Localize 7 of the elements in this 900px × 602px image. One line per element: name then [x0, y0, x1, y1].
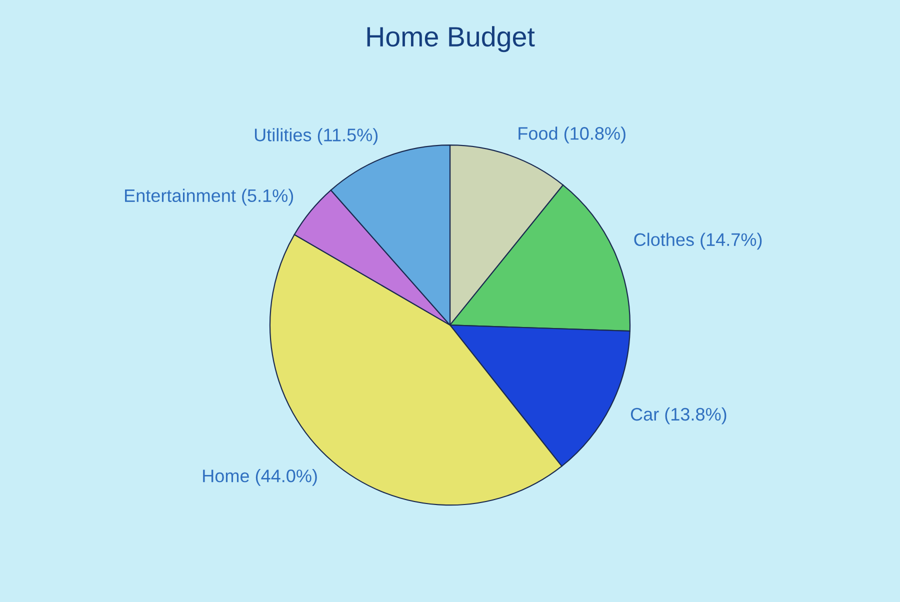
slice-label: Utilities (11.5%)	[254, 128, 378, 145]
slice-label: Home (44.0%)	[203, 469, 317, 486]
slice-label: Entertainment (5.1%)	[125, 188, 294, 206]
slice-label: Clothes (14.7%)	[634, 232, 762, 250]
slice-label: Car (13.8%)	[630, 407, 726, 424]
slice-label: Food (10.8%)	[518, 126, 626, 144]
chart-title: Home Budget	[367, 26, 535, 52]
